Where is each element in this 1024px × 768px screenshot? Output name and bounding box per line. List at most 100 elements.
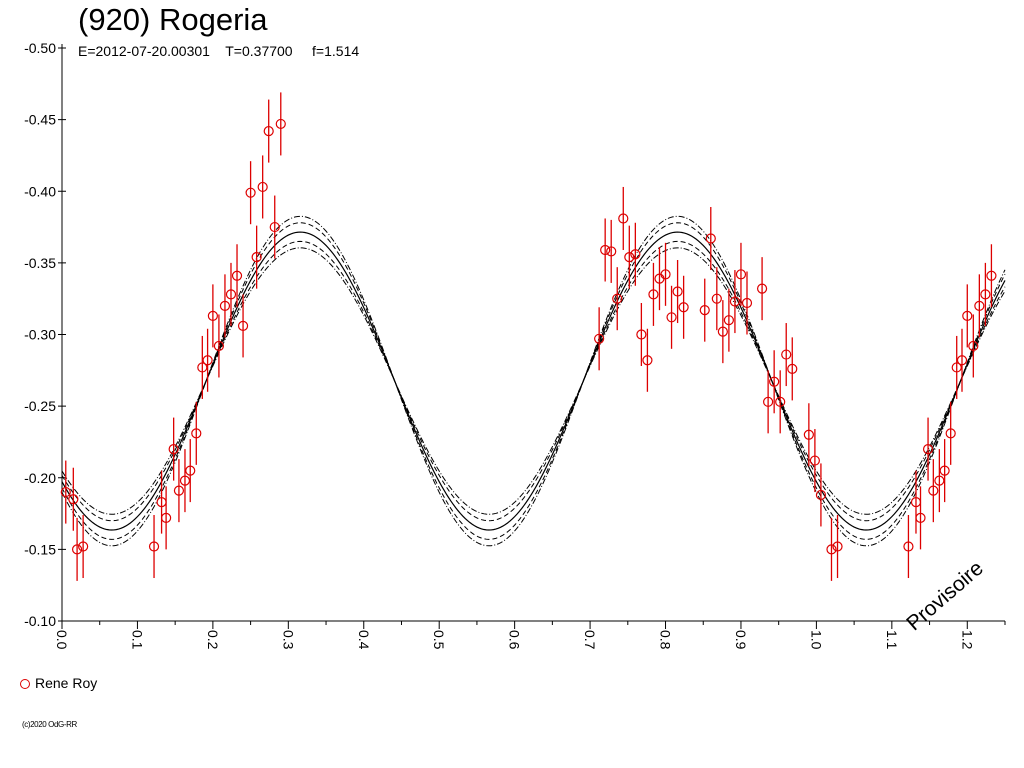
data-point	[939, 465, 950, 476]
y-tick-label: -0.45	[24, 112, 56, 128]
data-point	[630, 249, 641, 260]
data-point	[636, 329, 647, 340]
data-points	[60, 92, 997, 581]
x-tick-label: 1.0	[808, 630, 824, 650]
copyright-note: (c)2020 OdG-RR	[22, 720, 77, 729]
data-point	[832, 541, 843, 552]
x-tick-label: 0.1	[129, 630, 145, 650]
data-point	[962, 310, 973, 321]
x-tick-label: 0.5	[431, 630, 447, 650]
data-point	[219, 300, 231, 311]
x-tick-label: 0.7	[582, 630, 598, 650]
data-point	[225, 289, 237, 300]
data-point	[237, 320, 249, 332]
data-point	[735, 269, 747, 280]
y-tick-label: -0.25	[24, 398, 56, 414]
data-point	[71, 544, 83, 555]
data-point	[723, 315, 734, 326]
data-point	[915, 512, 926, 523]
data-point	[945, 428, 956, 439]
data-point	[202, 355, 213, 366]
chart-axes: -0.50 -0.45 -0.40 -0.35 -0.30 -0.25 -0.20 -0.15…	[24, 40, 1006, 650]
fit-curve-dashed-upper	[61, 222, 1006, 540]
data-point	[179, 475, 191, 486]
data-point	[815, 489, 827, 501]
legend-marker-icon	[20, 679, 30, 689]
fit-curve-dashed-lower	[61, 240, 1006, 522]
chart-title: (920) Rogeria	[78, 2, 268, 37]
data-point	[606, 246, 617, 257]
data-point	[612, 293, 623, 304]
x-tick-label: 0.3	[280, 630, 296, 650]
data-point	[594, 333, 605, 344]
fit-curve-dashdot-lower	[61, 247, 1006, 515]
data-point	[934, 475, 945, 486]
data-point	[903, 541, 914, 552]
x-tick-label: 1.2	[959, 630, 975, 650]
data-point	[717, 326, 728, 337]
data-point	[173, 485, 185, 496]
data-point	[974, 300, 985, 311]
data-point	[213, 340, 225, 352]
x-tick-label: 0.2	[205, 630, 221, 650]
data-point	[951, 362, 962, 373]
y-tick-label: -0.35	[24, 255, 56, 271]
data-point	[185, 465, 196, 476]
y-tick-label: -0.30	[24, 327, 56, 343]
data-point	[60, 486, 71, 498]
data-point	[600, 244, 611, 256]
y-tick-label: -0.10	[24, 613, 56, 629]
data-point	[705, 233, 716, 244]
data-point	[678, 302, 689, 313]
x-tick-label: 0.8	[658, 630, 674, 650]
data-point	[263, 125, 274, 137]
data-point	[672, 286, 683, 297]
data-point	[781, 349, 792, 360]
data-point	[729, 296, 741, 307]
data-point	[756, 283, 768, 294]
data-point	[648, 289, 659, 300]
data-point	[78, 541, 89, 552]
x-tick-label: 1.1	[884, 630, 900, 650]
data-point	[245, 187, 256, 198]
fit-curve-solid	[61, 231, 1006, 531]
y-tick-label: -0.15	[24, 541, 56, 557]
data-point	[763, 396, 774, 407]
fit-curves	[61, 215, 1006, 547]
data-point	[624, 252, 635, 263]
data-point	[928, 485, 939, 496]
legend-label: Rene Roy	[35, 675, 98, 691]
data-point	[251, 252, 262, 263]
data-point	[711, 293, 722, 304]
data-point	[980, 289, 991, 300]
fit-curve-dashdot-upper	[61, 215, 1006, 547]
data-point	[775, 396, 786, 407]
data-point	[741, 297, 753, 309]
data-point	[986, 270, 997, 281]
data-point	[275, 118, 286, 130]
data-point	[148, 541, 160, 552]
y-tick-label: -0.50	[24, 40, 56, 56]
data-point	[197, 362, 208, 373]
data-point	[269, 221, 280, 233]
x-tick-label: 0.4	[356, 630, 372, 650]
x-tick-label: 0.6	[507, 630, 523, 650]
y-tick-label: -0.40	[24, 183, 56, 199]
chart-subtitle: E=2012-07-20.00301 T=0.37700 f=1.514	[78, 43, 360, 59]
data-point	[257, 181, 268, 193]
data-point	[826, 544, 837, 555]
data-point	[968, 340, 979, 352]
data-point	[231, 270, 243, 281]
data-point	[666, 312, 677, 323]
legend: Rene Roy	[20, 675, 97, 691]
data-point	[809, 455, 820, 466]
data-point	[207, 310, 218, 321]
data-point	[618, 213, 629, 224]
data-point	[191, 428, 202, 439]
data-point	[922, 444, 934, 455]
x-tick-label: 0.9	[733, 630, 749, 650]
data-point	[956, 355, 968, 366]
data-point	[769, 376, 780, 387]
data-point	[803, 429, 814, 440]
